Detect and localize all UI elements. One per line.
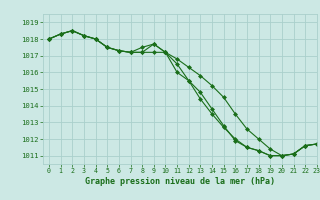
- X-axis label: Graphe pression niveau de la mer (hPa): Graphe pression niveau de la mer (hPa): [85, 177, 275, 186]
